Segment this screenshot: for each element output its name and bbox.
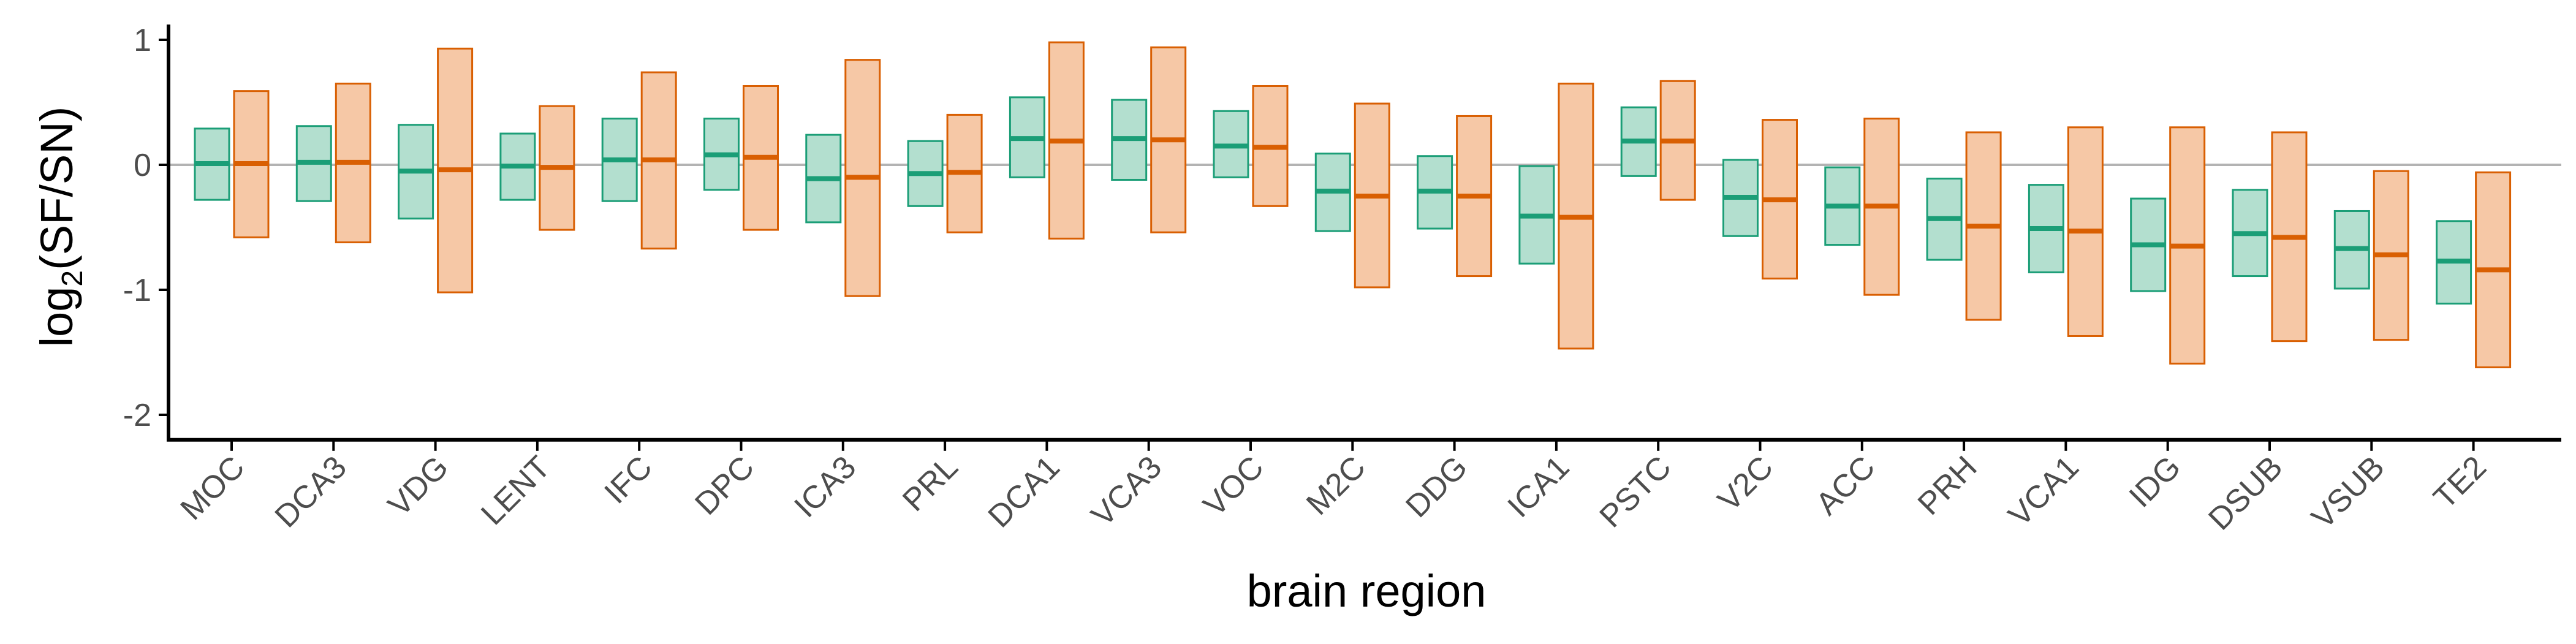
y-tick-label: -2 (123, 398, 151, 433)
x-tick-label-idg: IDG (2123, 449, 2188, 514)
y-tick-label: 1 (134, 23, 151, 58)
x-tick-label-v2c: V2C (1711, 449, 1780, 518)
x-axis-title: brain region (1247, 566, 1487, 616)
y-axis-title-main: log (31, 287, 82, 347)
category-group-vdg (398, 47, 474, 294)
x-tick-label-dca3: DCA3 (268, 449, 354, 534)
y-axis-title-subscript: 2 (56, 270, 89, 287)
x-tick-label-ifc: IFC (597, 449, 659, 510)
x-tick-label-acc: ACC (1809, 449, 1882, 522)
category-group-v2c (1722, 119, 1798, 280)
x-tick-label-dca1: DCA1 (982, 449, 1067, 534)
category-group-vca3 (1111, 46, 1187, 233)
category-group-vca1 (2028, 126, 2104, 337)
x-tick-label-vdg: VDG (381, 449, 455, 523)
plot-area (194, 41, 2512, 368)
x-tick-label-ddg: DDG (1399, 449, 1474, 525)
category-group-pstc (1620, 80, 1696, 201)
category-group-dca1 (1009, 41, 1085, 240)
x-tick-label-voc: VOC (1197, 449, 1271, 523)
category-group-lent (499, 105, 575, 231)
y-tick-label: -1 (123, 273, 151, 308)
category-group-ifc (601, 71, 677, 250)
x-tick-label-lent: LENT (474, 449, 557, 532)
category-group-dpc (703, 85, 779, 231)
y-tick-label: 0 (134, 148, 151, 183)
x-tick-label-vsub: VSUB (2305, 449, 2392, 536)
y-axis-title-rest: (SF/SN) (31, 107, 82, 270)
category-group-idg (2130, 126, 2206, 365)
x-tick-label-prh: PRH (1911, 449, 1984, 522)
x-tick-label-prl: PRL (896, 449, 965, 518)
category-group-te2 (2436, 171, 2512, 368)
category-group-ica1 (1518, 82, 1594, 350)
x-tick-label-m2c: M2C (1300, 449, 1373, 522)
x-tick-label-te2: TE2 (2427, 449, 2493, 515)
category-group-ddg (1417, 115, 1493, 278)
category-group-vsub (2333, 170, 2409, 341)
category-group-prl (907, 113, 983, 233)
category-group-prh (1926, 131, 2002, 321)
category-group-voc (1213, 85, 1289, 207)
y-axis-title: log2(SF/SN) (31, 107, 89, 347)
x-tick-label-moc: MOC (174, 449, 252, 527)
x-tick-label-ica3: ICA3 (788, 449, 863, 525)
x-tick-label-vca3: VCA3 (1085, 449, 1169, 533)
category-group-m2c (1314, 102, 1390, 289)
x-tick-label-pstc: PSTC (1593, 449, 1678, 534)
category-group-moc (194, 90, 270, 238)
x-tick-label-vca1: VCA1 (2002, 449, 2086, 533)
x-tick-label-dpc: DPC (688, 449, 761, 522)
category-group-dca3 (295, 82, 371, 243)
x-tick-label-dsub: DSUB (2202, 449, 2289, 537)
category-group-ica3 (805, 59, 881, 297)
category-group-dsub (2232, 131, 2308, 343)
x-tick-label-ica1: ICA1 (1501, 449, 1577, 525)
category-group-acc (1824, 118, 1900, 296)
